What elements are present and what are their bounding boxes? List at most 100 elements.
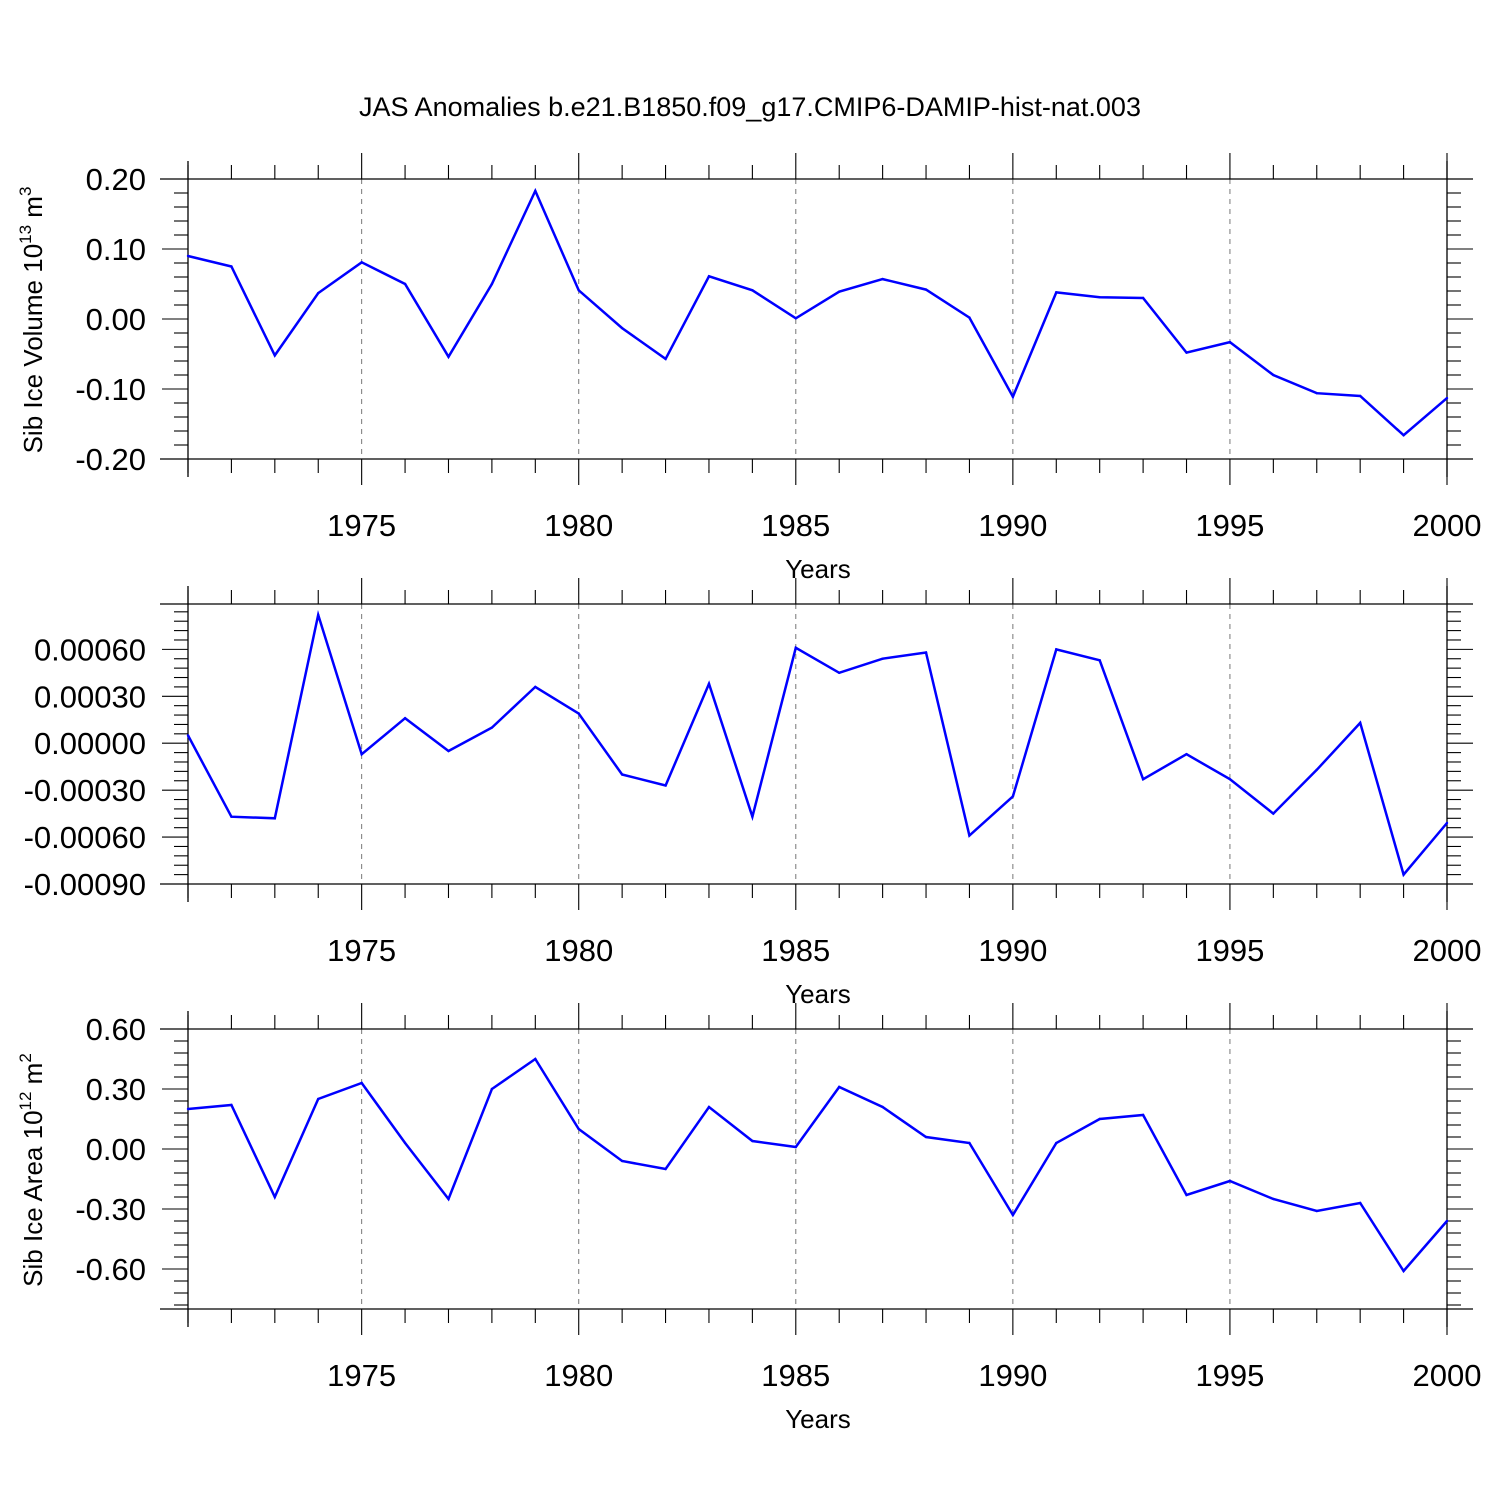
data-point <box>620 326 624 330</box>
data-point <box>230 1103 233 1107</box>
data-point <box>186 1107 190 1111</box>
x-tick-label: 1995 <box>1195 933 1264 968</box>
x-axis-title: Years <box>785 1404 851 1434</box>
y-tick-label: -0.60 <box>75 1252 146 1287</box>
data-point <box>534 1057 537 1061</box>
y-tick-label: -0.00030 <box>24 773 146 808</box>
data-point <box>273 817 277 820</box>
data-point <box>751 815 754 818</box>
data-point <box>664 357 667 361</box>
data-point <box>838 671 841 675</box>
y-tick-label: -0.00090 <box>24 867 146 902</box>
data-point <box>881 1105 884 1109</box>
chart-panel-1: 0.20 0.10 0.00 -0.10 -0.20 1975 1980 1985 1990 19… <box>16 153 1481 584</box>
x-axis-title: Years <box>785 554 851 584</box>
data-point <box>1055 648 1058 651</box>
data-point <box>317 1097 320 1101</box>
data-point <box>620 1159 624 1163</box>
data-point <box>317 613 320 617</box>
series-line <box>186 609 1448 878</box>
data-point <box>968 834 971 837</box>
y-tick-label: 0.10 <box>86 232 146 267</box>
y-tick-label: 0.00030 <box>34 679 146 714</box>
data-point <box>360 752 363 756</box>
x-tick-label: 1980 <box>544 508 613 543</box>
data-point <box>230 815 233 818</box>
x-tick-label: 2000 <box>1413 1358 1482 1393</box>
data-point <box>1272 1197 1275 1201</box>
y-tick-label: -0.10 <box>75 372 146 407</box>
data-point <box>1228 777 1232 781</box>
data-point <box>838 290 841 293</box>
data-point <box>490 1087 494 1091</box>
data-point <box>490 282 494 286</box>
series-line <box>187 1057 1448 1274</box>
data-point <box>403 716 407 720</box>
data-point <box>1228 340 1232 344</box>
y-tick-label: 0.00 <box>86 1132 146 1167</box>
chart-panel-3: 0.60 0.30 0.00 -0.30 -0.60 1975 1980 1985 1990 19… <box>16 1003 1481 1434</box>
data-point <box>360 1081 363 1085</box>
data-point <box>1445 1219 1449 1223</box>
data-point <box>1141 296 1145 300</box>
data-point <box>1272 373 1275 377</box>
data-point <box>924 1135 928 1139</box>
data-point <box>447 749 450 753</box>
data-point <box>1098 1117 1101 1121</box>
y-tick-label: 0.30 <box>86 1072 146 1107</box>
data-point <box>1011 795 1015 798</box>
y-tick-label: 0.60 <box>86 1012 146 1047</box>
data-point <box>1402 873 1405 876</box>
data-point <box>664 784 667 787</box>
data-point <box>707 1105 711 1109</box>
data-point <box>664 1167 667 1171</box>
data-point <box>447 1197 450 1201</box>
x-tick-label: 1980 <box>544 933 613 968</box>
data-point <box>1315 1209 1318 1213</box>
data-point <box>1098 296 1101 299</box>
x-tick-label: 1980 <box>544 1358 613 1393</box>
data-point <box>534 685 537 689</box>
data-point <box>1055 1141 1058 1145</box>
y-tick-label: 0.00060 <box>34 632 146 667</box>
y-tick-label: 0.00 <box>86 302 146 337</box>
data-point <box>1402 434 1405 437</box>
data-point <box>924 288 928 291</box>
data-point <box>1011 1213 1015 1217</box>
y-tick-label: -0.30 <box>75 1192 146 1227</box>
x-tick-label: 1975 <box>327 1358 396 1393</box>
data-point <box>577 1127 580 1131</box>
data-point <box>1402 1269 1405 1273</box>
data-point <box>794 317 797 320</box>
data-point <box>881 277 884 281</box>
data-point <box>881 657 884 660</box>
x-tick-label: 1995 <box>1195 1358 1264 1393</box>
data-point <box>707 682 711 685</box>
data-point <box>1272 812 1275 815</box>
data-point <box>1315 392 1318 395</box>
x-tick-label: 1985 <box>761 1358 830 1393</box>
data-point <box>534 189 537 193</box>
data-point <box>620 773 624 776</box>
y-tick-label: -0.00060 <box>24 820 146 855</box>
data-point <box>1358 394 1362 398</box>
data-point <box>1141 1113 1145 1117</box>
y-tick-label: 0.00000 <box>34 726 146 761</box>
x-tick-label: 1985 <box>761 508 830 543</box>
data-point <box>794 1145 797 1149</box>
data-point <box>273 1195 277 1199</box>
data-point <box>360 261 363 264</box>
chart-panels: 0.20 0.10 0.00 -0.10 -0.20 1975 1980 1985 1990 19… <box>16 153 1481 1434</box>
x-axis-title: Years <box>785 979 851 1009</box>
y-axis-title: Sib Ice Area 1012 m2 <box>16 1053 48 1287</box>
data-point <box>230 265 233 268</box>
x-tick-label: 1975 <box>327 933 396 968</box>
x-tick-label: 2000 <box>1413 933 1482 968</box>
data-point <box>273 354 277 357</box>
data-point <box>924 651 928 654</box>
data-point <box>403 282 407 286</box>
data-point <box>1445 821 1449 825</box>
x-tick-label: 1990 <box>978 508 1047 543</box>
data-point <box>751 1139 754 1143</box>
